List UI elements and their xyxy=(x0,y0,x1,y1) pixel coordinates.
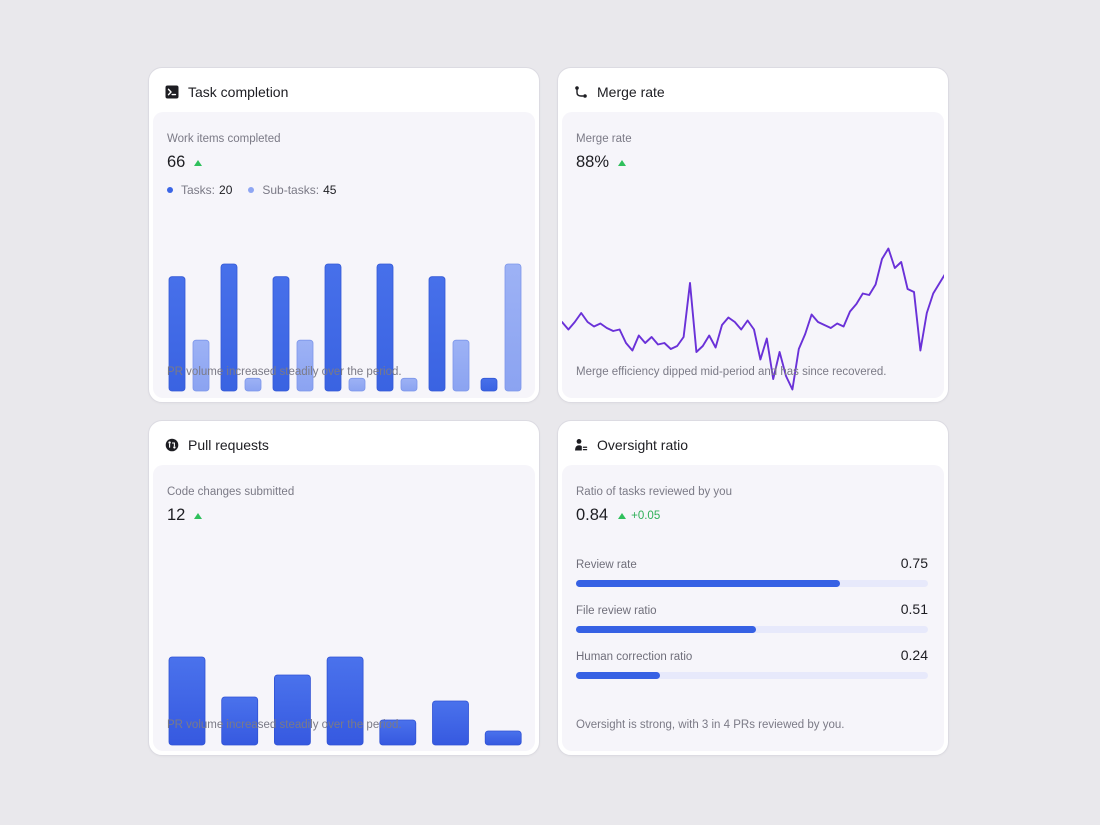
git-branch-icon xyxy=(574,85,588,99)
metric-label: File review ratio xyxy=(576,605,657,617)
metric-label: Review rate xyxy=(576,559,637,571)
card-footnote: PR volume increased steadily over the pe… xyxy=(167,719,402,731)
task-completion-chart xyxy=(168,263,522,392)
card-subtitle: Merge rate xyxy=(576,133,632,145)
merge-rate-body: Merge rate 88% Merge efficiency dipped m… xyxy=(562,112,944,398)
merge-rate-card: Merge rate Merge rate 88% Merge efficien… xyxy=(557,67,949,403)
progress-track xyxy=(576,580,928,587)
legend-label: Tasks: xyxy=(181,183,216,197)
metric-value: 88% xyxy=(576,153,610,171)
card-footnote: Oversight is strong, with 3 in 4 PRs rev… xyxy=(576,719,845,731)
tasks-bar-2 xyxy=(220,263,238,392)
progress-fill xyxy=(576,626,756,633)
card-subtitle: Ratio of tasks reviewed by you xyxy=(576,486,732,498)
tasks-bar-4 xyxy=(324,263,342,392)
trend-up-icon xyxy=(618,512,627,519)
tasks-bar-6 xyxy=(428,276,446,392)
card-footnote: Merge efficiency dipped mid-period and h… xyxy=(576,366,887,378)
merge-rate-line xyxy=(562,247,944,391)
user-review-icon xyxy=(574,438,588,452)
metric-number: 0.75 xyxy=(900,555,928,571)
metric-value: 66 xyxy=(167,153,186,171)
metric-delta: +0.05 xyxy=(631,509,661,522)
pull-requests-header: Pull requests xyxy=(153,425,535,465)
task-completion-card: Task completion Work items completed 66 … xyxy=(148,67,540,403)
card-subtitle: Work items completed xyxy=(167,133,281,145)
card-title: Pull requests xyxy=(188,437,269,453)
progress-fill xyxy=(576,672,661,679)
progress-track xyxy=(576,672,928,679)
card-subtitle: Code changes submitted xyxy=(167,486,295,498)
trend-up-icon xyxy=(194,512,203,519)
human-correction-ratio-metric: Human correction ratio 0.24 xyxy=(576,647,928,685)
terminal-icon xyxy=(165,85,179,99)
progress-fill xyxy=(576,580,840,587)
tasks-bar-3 xyxy=(272,276,290,392)
metric-value-row: 0.84 +0.05 xyxy=(576,506,660,525)
card-title: Oversight ratio xyxy=(597,437,689,453)
metric-number: 0.51 xyxy=(900,601,928,617)
legend-value: 20 xyxy=(219,183,233,197)
metric-value-row: 12 xyxy=(167,506,203,525)
card-footnote: PR volume increased steadily over the pe… xyxy=(167,366,402,378)
legend-item-subtasks: Sub-tasks: 45 xyxy=(248,183,336,197)
metric-value: 0.84 xyxy=(576,506,609,524)
metric-value-row: 88% xyxy=(576,153,627,172)
pull-request-icon xyxy=(165,438,179,452)
legend-dot-icon xyxy=(248,187,255,193)
oversight-ratio-body: Ratio of tasks reviewed by you 0.84 +0.0… xyxy=(562,465,944,751)
oversight-ratio-card: Oversight ratio Ratio of tasks reviewed … xyxy=(557,420,949,756)
pull-requests-card: Pull requests Code changes submitted 12 … xyxy=(148,420,540,756)
subtasks-bar-7 xyxy=(504,263,522,392)
subtasks-bar-1 xyxy=(192,339,210,392)
trend-up-icon xyxy=(194,159,203,166)
pull-request-bar-2 xyxy=(221,696,259,746)
subtasks-bar-3 xyxy=(296,339,314,392)
pull-request-bar-7 xyxy=(484,730,522,746)
trend-up-icon xyxy=(618,159,627,166)
metric-value: 12 xyxy=(167,506,186,524)
legend-label: Sub-tasks: xyxy=(262,183,320,197)
tasks-bar-5 xyxy=(376,263,394,392)
legend-value: 45 xyxy=(323,183,337,197)
metric-number: 0.24 xyxy=(900,647,928,663)
merge-rate-chart xyxy=(562,247,944,391)
pull-requests-chart xyxy=(168,656,522,746)
oversight-ratio-header: Oversight ratio xyxy=(562,425,944,465)
tasks-bar-1 xyxy=(168,276,186,392)
pull-request-bar-1 xyxy=(168,656,206,746)
task-completion-header: Task completion xyxy=(153,72,535,112)
metric-value-row: 66 xyxy=(167,153,203,172)
card-title: Task completion xyxy=(188,84,289,100)
subtasks-bar-6 xyxy=(452,339,470,392)
subtasks-bar-4 xyxy=(348,377,366,392)
pull-request-bar-6 xyxy=(432,700,469,746)
pull-request-bar-5 xyxy=(379,719,417,746)
subtasks-bar-5 xyxy=(400,377,418,392)
card-title: Merge rate xyxy=(597,84,665,100)
file-review-ratio-metric: File review ratio 0.51 xyxy=(576,601,928,639)
metric-label: Human correction ratio xyxy=(576,651,693,663)
tasks-bar-7 xyxy=(480,377,498,392)
pull-requests-body: Code changes submitted 12 PR volume incr… xyxy=(153,465,535,751)
merge-rate-header: Merge rate xyxy=(562,72,944,112)
chart-legend: Tasks: 20 Sub-tasks: 45 xyxy=(167,183,352,197)
progress-track xyxy=(576,626,928,633)
review-rate-metric: Review rate 0.75 xyxy=(576,555,928,593)
subtasks-bar-2 xyxy=(244,377,262,392)
legend-dot-icon xyxy=(167,187,173,193)
legend-item-tasks: Tasks: 20 xyxy=(167,183,232,197)
task-completion-body: Work items completed 66 Tasks: 20 Sub-ta… xyxy=(153,112,535,398)
pull-request-bar-3 xyxy=(274,674,311,746)
pull-request-bar-4 xyxy=(326,656,364,746)
